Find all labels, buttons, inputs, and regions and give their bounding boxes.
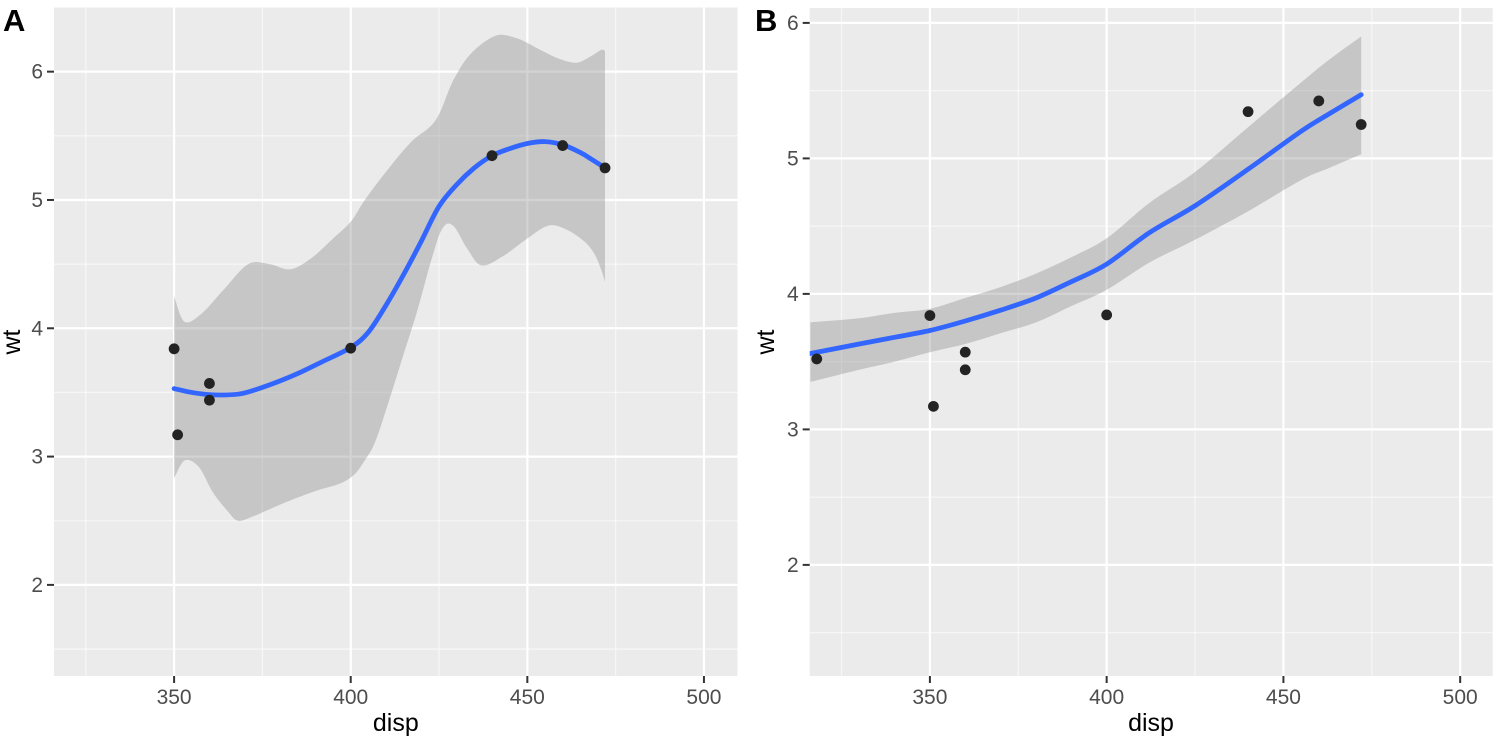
panel-b-x-axis-title: disp [1128, 709, 1174, 737]
data-point [557, 140, 569, 151]
smooth-line [171, 139, 608, 398]
x-tick-label: 400 [333, 686, 368, 709]
y-tick-label: 5 [31, 189, 43, 212]
data-point [1313, 95, 1325, 107]
y-tick-label: 2 [787, 554, 799, 577]
y-tick-label: 4 [31, 317, 43, 340]
data-point [928, 400, 939, 412]
y-tick-label: 3 [787, 418, 799, 441]
y-tick-label: 4 [787, 283, 799, 306]
data-point [1101, 309, 1113, 321]
data-point [1355, 119, 1367, 130]
plot-layer [168, 34, 611, 521]
y-tick-label: 2 [31, 574, 43, 597]
data-point [345, 342, 357, 354]
x-tick-label: 500 [686, 686, 721, 709]
panel-a-x-axis-title: disp [373, 709, 419, 737]
data-point [924, 310, 936, 321]
y-tick-label: 3 [31, 446, 43, 469]
x-tick-label: 500 [1443, 686, 1478, 709]
data-point [811, 353, 823, 365]
panel-a: 350 400 450 500 2 3 4 5 6 A disp wt [0, 3, 738, 737]
data-point [959, 346, 971, 358]
y-tick-label: 6 [787, 12, 799, 35]
x-tick-label: 450 [510, 686, 545, 709]
data-point [1242, 106, 1254, 118]
x-tick-label: 450 [1266, 686, 1301, 709]
data-point [204, 378, 215, 389]
data-point [959, 364, 971, 376]
plot-layer [809, 36, 1367, 412]
y-tick-label: 5 [787, 147, 799, 170]
data-point [168, 343, 180, 355]
y-tick-label: 6 [31, 61, 43, 84]
panel-background [54, 7, 738, 676]
panel-b: 350 400 450 500 2 3 4 5 6 B disp wt [752, 3, 1493, 737]
panel-b-y-axis-title: wt [752, 329, 780, 355]
panel-a-label: A [3, 3, 25, 38]
data-point [172, 429, 184, 441]
data-point [204, 394, 215, 406]
data-point [486, 150, 498, 162]
x-tick-label: 400 [1089, 686, 1124, 709]
x-tick-label: 350 [157, 686, 192, 709]
panel-b-label: B [755, 3, 777, 38]
x-tick-label: 350 [912, 686, 947, 709]
confidence-ribbon [810, 36, 1362, 382]
data-point [599, 162, 611, 174]
panel-a-y-axis-title: wt [0, 329, 26, 355]
smooth-line [809, 92, 1364, 356]
